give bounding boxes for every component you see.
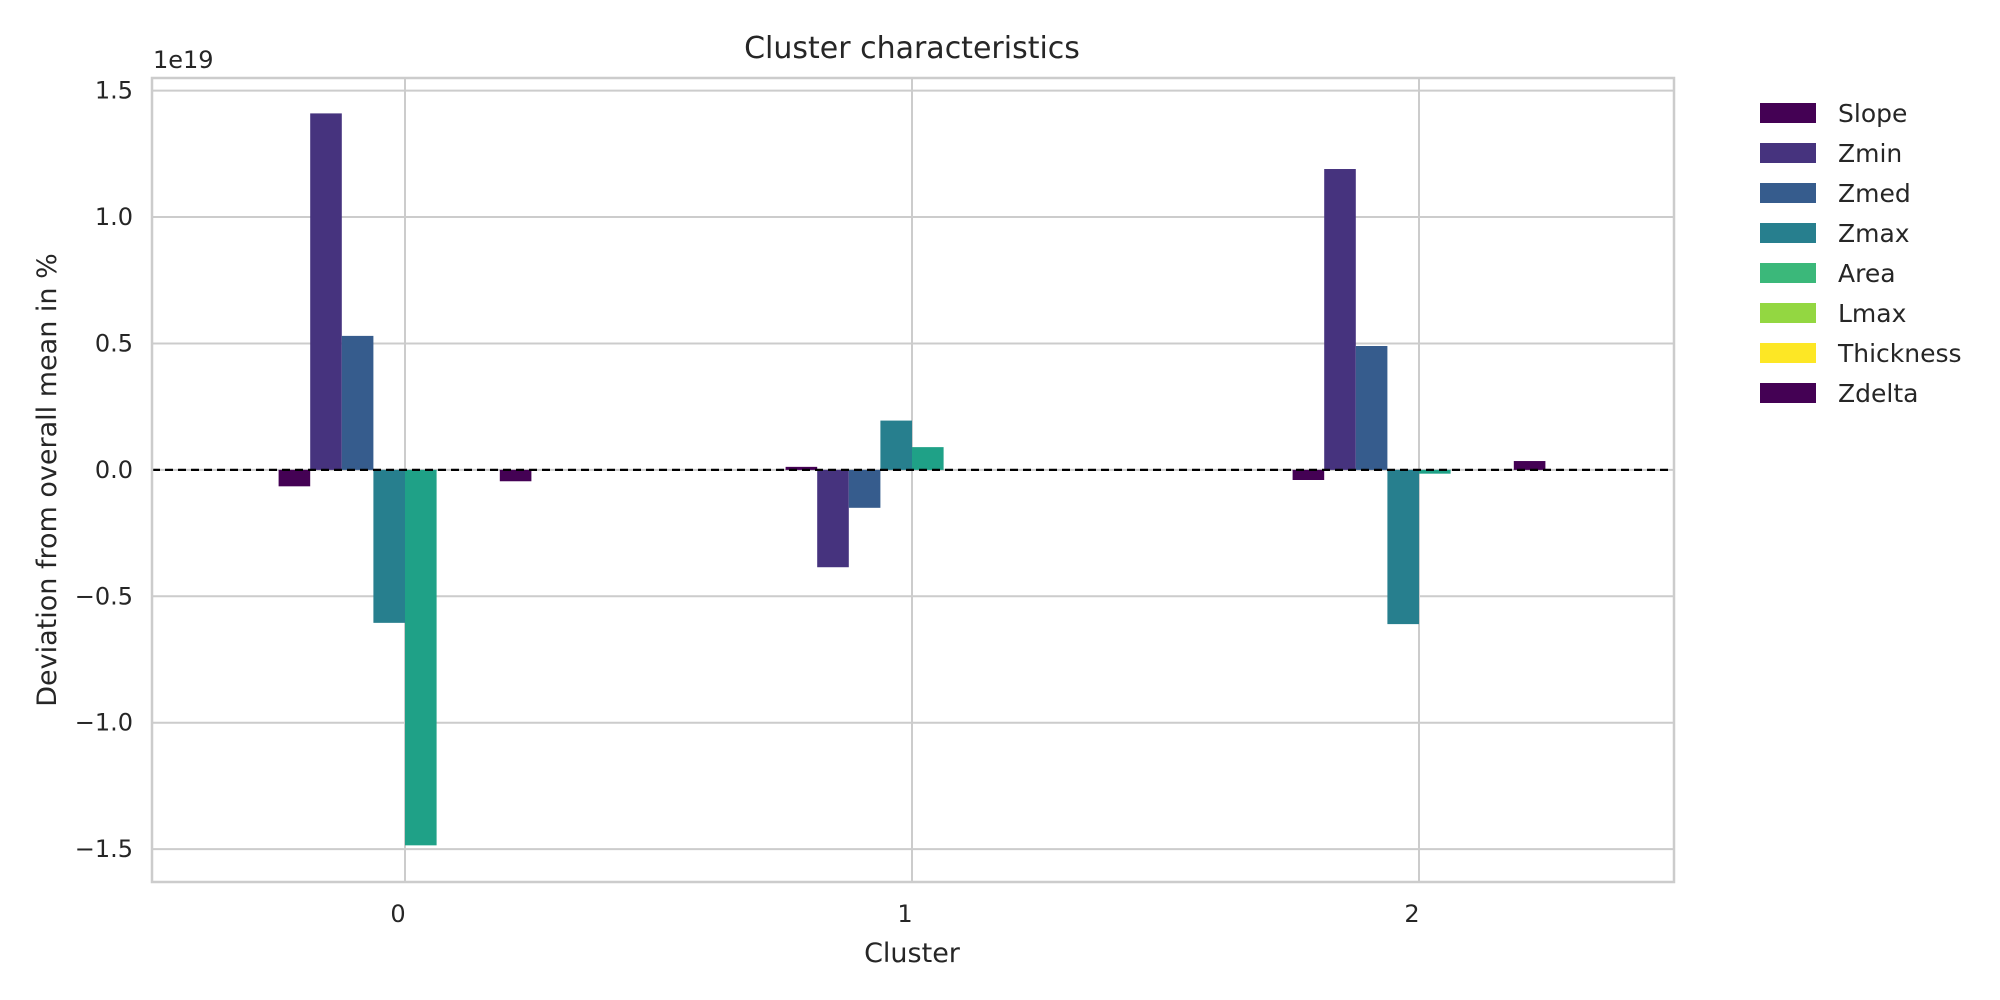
bar-zmax-cluster-1 xyxy=(880,420,912,470)
y-tick-label: 1.5 xyxy=(95,77,133,105)
y-tick-label: 0.0 xyxy=(95,456,133,484)
bar-zmed-cluster-1 xyxy=(848,469,881,508)
bar-zmed-cluster-2 xyxy=(1355,346,1388,470)
tick-labels: −1.5 −1.0 −0.5 0.0 0.5 1.0 1.5 0 1 2 xyxy=(75,77,1420,928)
bar-slope-cluster-1 xyxy=(785,466,818,470)
legend-label-zmin: Zmin xyxy=(1838,139,1902,168)
legend-label-zmax: Zmax xyxy=(1838,219,1910,248)
bars xyxy=(278,113,1546,846)
legend-label-lmax: Lmax xyxy=(1838,299,1906,328)
legend-label-zdelta: Zdelta xyxy=(1838,379,1918,408)
legend-swatch-area xyxy=(1760,263,1816,283)
bar-zmin-cluster-0 xyxy=(310,113,342,470)
legend: Slope Zmin Zmed Zmax Area Lmax Thickness Zdelta xyxy=(1760,99,1962,408)
plot-frame xyxy=(150,76,1676,884)
legend-swatch-lmax xyxy=(1760,303,1816,323)
bar-area-cluster-1 xyxy=(912,447,944,470)
y-tick-label: −1.5 xyxy=(75,835,133,863)
x-tick-label: 1 xyxy=(897,900,912,928)
bar-zmin-cluster-2 xyxy=(1324,169,1356,470)
y-offset-label: 1e19 xyxy=(153,46,214,74)
legend-label-thickness: Thickness xyxy=(1837,339,1962,368)
chart-title: Cluster characteristics xyxy=(744,31,1080,66)
y-axis-label: Deviation from overall mean in % xyxy=(32,253,63,707)
bar-zmax-cluster-0 xyxy=(373,469,405,623)
legend-swatch-zmin xyxy=(1760,143,1816,163)
bar-zmax-cluster-2 xyxy=(1387,469,1419,625)
bar-zdelta-cluster-2 xyxy=(1513,461,1546,470)
legend-swatch-thickness xyxy=(1760,343,1816,363)
legend-swatch-zmed xyxy=(1760,183,1816,203)
y-tick-label: −0.5 xyxy=(75,582,133,610)
bar-area-cluster-0 xyxy=(405,469,437,846)
x-tick-label: 2 xyxy=(1404,900,1419,928)
y-tick-label: 1.0 xyxy=(95,203,133,231)
legend-label-zmed: Zmed xyxy=(1838,179,1911,208)
legend-swatch-zmax xyxy=(1760,223,1816,243)
bar-zdelta-cluster-0 xyxy=(499,469,532,482)
bar-zmed-cluster-0 xyxy=(341,335,374,470)
y-tick-label: −1.0 xyxy=(75,709,133,737)
legend-label-area: Area xyxy=(1838,259,1896,288)
legend-label-slope: Slope xyxy=(1838,99,1907,128)
x-tick-label: 0 xyxy=(390,900,405,928)
bar-slope-cluster-0 xyxy=(278,469,311,487)
bar-zmin-cluster-1 xyxy=(817,469,849,568)
bar-slope-cluster-2 xyxy=(1292,469,1325,480)
legend-swatch-slope xyxy=(1760,103,1816,123)
x-axis-label: Cluster xyxy=(864,938,961,969)
legend-swatch-zdelta xyxy=(1760,383,1816,403)
y-tick-label: 0.5 xyxy=(95,329,133,357)
bar-area-cluster-2 xyxy=(1419,469,1451,474)
